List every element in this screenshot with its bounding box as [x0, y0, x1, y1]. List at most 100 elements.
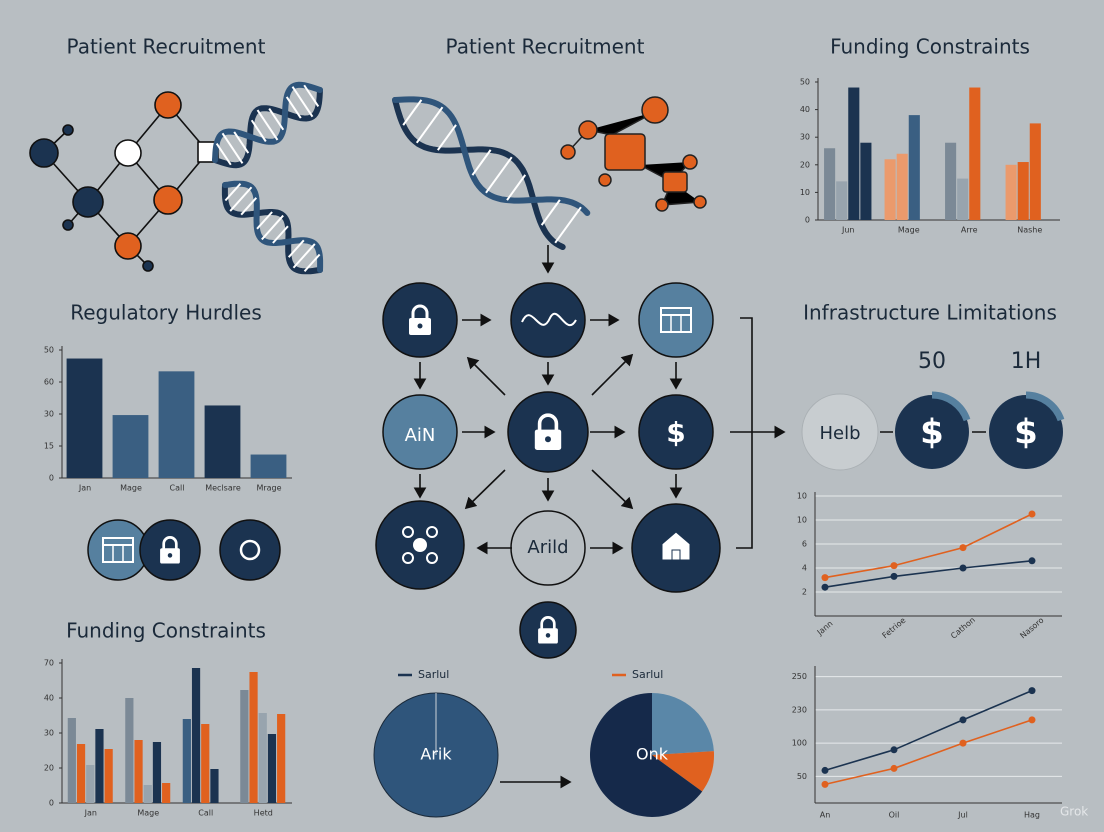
x-tick-label: Hetd [254, 809, 273, 818]
x-tick-label: Mage [120, 484, 142, 493]
dna-rung [233, 131, 250, 154]
dna-rung [303, 84, 320, 107]
pie-slice [590, 692, 703, 817]
dna-strand [392, 96, 591, 216]
dollar-symbol: $ [920, 413, 944, 453]
node-label: Helb [819, 423, 860, 444]
bar [162, 783, 171, 803]
y-tick-label: 40 [800, 105, 810, 114]
bar [104, 749, 113, 803]
line [824, 719, 1033, 786]
bar [210, 769, 219, 803]
point [959, 564, 967, 572]
molecule-icon [413, 538, 427, 552]
heading: Funding Constraints [66, 619, 266, 643]
y-tick-label: 50 [800, 78, 810, 87]
y-tick-label: 10 [800, 188, 810, 197]
lock-shackle [162, 536, 178, 550]
point [1028, 687, 1036, 695]
bar [836, 181, 848, 220]
dna-rung [215, 143, 232, 166]
y-tick-label: 2 [802, 588, 807, 597]
dna-rung [540, 199, 561, 226]
y-tick-label: 15 [44, 442, 54, 451]
infra-number: 50 [918, 349, 946, 374]
node [638, 394, 714, 470]
wave-icon [521, 312, 577, 327]
dna-rung [240, 197, 258, 216]
x-tick-label: An [820, 811, 831, 820]
x-tick-label: Hag [1024, 811, 1040, 820]
dna-rung [437, 124, 457, 151]
point [959, 739, 967, 747]
y-tick-label: 6 [802, 540, 807, 549]
point [959, 716, 967, 724]
dna-rung [285, 96, 302, 119]
x-tick-label: Call [198, 809, 213, 818]
bar [134, 740, 143, 803]
bar [896, 153, 908, 220]
dna-rung [554, 206, 582, 244]
heading: Infrastructure Limitations [803, 301, 1057, 325]
bar [945, 142, 957, 220]
point [890, 764, 898, 772]
y-tick-label: 10 [797, 516, 807, 525]
dna-rung [272, 225, 289, 244]
dna-rung [221, 132, 244, 164]
dna-rung [229, 186, 253, 212]
ring-arc [931, 391, 971, 422]
dna-rung [303, 253, 321, 273]
y-tick-label: 30 [44, 729, 54, 738]
infra-number: 1H [1011, 349, 1042, 374]
bar [277, 714, 286, 803]
icon [87, 519, 149, 581]
line [824, 513, 1033, 579]
y-tick-label: 230 [792, 705, 807, 714]
heading: Regulatory Hurdles [70, 301, 262, 325]
dna-rung [261, 214, 284, 241]
pie-slice [652, 751, 715, 792]
point [821, 574, 829, 582]
bar [884, 159, 896, 220]
legend-label: Sarlul [418, 668, 449, 681]
legend-label: Sarlul [632, 668, 663, 681]
molecule-network [29, 91, 219, 272]
dna-rung [485, 156, 513, 194]
house-icon [661, 531, 691, 561]
molecule-icon [426, 526, 438, 538]
lock-hole [167, 553, 173, 558]
point [1028, 510, 1036, 518]
gear-icon [239, 539, 261, 561]
node [510, 510, 586, 586]
bar [66, 358, 103, 478]
bar [67, 718, 76, 803]
bar [204, 405, 241, 478]
bar [258, 713, 267, 803]
heading: Patient Recruitment [446, 35, 645, 59]
node [382, 394, 458, 470]
bar [182, 719, 191, 803]
bar [76, 744, 86, 803]
heading: Funding Constraints [830, 35, 1030, 59]
bar [249, 672, 258, 803]
x-tick-label: Nashe [1017, 226, 1042, 235]
y-tick-label: 0 [805, 216, 810, 225]
bar [908, 115, 920, 220]
lock-hole [545, 436, 551, 443]
y-tick-label: 60 [44, 378, 54, 387]
dna-rung [471, 149, 492, 176]
bar [267, 734, 277, 803]
point [821, 766, 829, 774]
lock-hole [417, 323, 423, 329]
dna-rung [415, 106, 444, 144]
diagram-arrows [413, 245, 986, 789]
dna-rung [268, 108, 285, 131]
ring-arc [1025, 391, 1065, 422]
x-tick-label: Mage [898, 226, 920, 235]
x-tick-label: Jul [957, 811, 968, 820]
node-label: Arild [527, 537, 568, 558]
x-tick-label: Mrage [256, 484, 281, 493]
lock-shackle [540, 616, 556, 630]
y-tick-label: 0 [49, 799, 54, 808]
